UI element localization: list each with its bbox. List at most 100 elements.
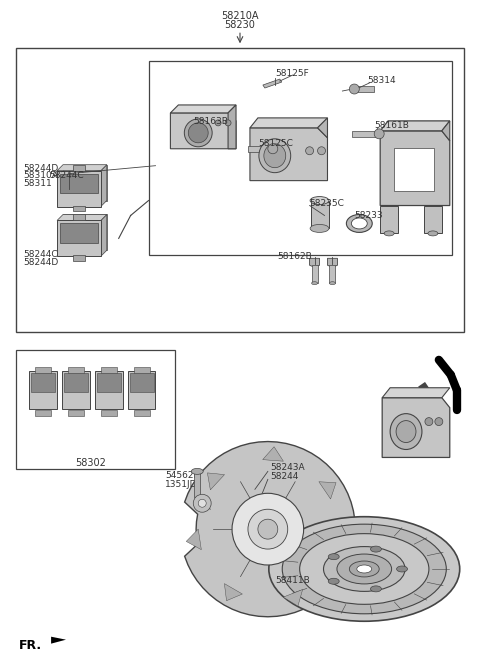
Polygon shape bbox=[194, 471, 200, 497]
Polygon shape bbox=[380, 206, 398, 233]
Polygon shape bbox=[319, 482, 336, 499]
Polygon shape bbox=[248, 146, 273, 152]
Polygon shape bbox=[57, 214, 107, 221]
Polygon shape bbox=[352, 131, 379, 137]
Text: 58125C: 58125C bbox=[258, 139, 293, 148]
Polygon shape bbox=[224, 583, 242, 600]
Circle shape bbox=[349, 84, 360, 94]
Ellipse shape bbox=[371, 546, 382, 552]
Ellipse shape bbox=[428, 231, 438, 236]
Polygon shape bbox=[97, 373, 120, 392]
Ellipse shape bbox=[259, 139, 291, 173]
Polygon shape bbox=[382, 397, 450, 457]
Polygon shape bbox=[68, 410, 84, 416]
Ellipse shape bbox=[357, 565, 372, 573]
Ellipse shape bbox=[351, 218, 367, 229]
Ellipse shape bbox=[188, 123, 208, 143]
Bar bbox=[16, 350, 175, 469]
Ellipse shape bbox=[310, 225, 329, 233]
Ellipse shape bbox=[282, 524, 446, 614]
Ellipse shape bbox=[310, 196, 329, 204]
Polygon shape bbox=[250, 118, 327, 128]
Polygon shape bbox=[327, 258, 337, 267]
Circle shape bbox=[258, 519, 278, 539]
Polygon shape bbox=[382, 388, 450, 397]
Polygon shape bbox=[64, 373, 88, 392]
Circle shape bbox=[215, 120, 221, 126]
Ellipse shape bbox=[264, 144, 286, 168]
Text: 58244C: 58244C bbox=[49, 171, 84, 179]
Polygon shape bbox=[29, 371, 57, 409]
Polygon shape bbox=[73, 214, 85, 221]
Polygon shape bbox=[311, 200, 329, 229]
Text: 58233: 58233 bbox=[354, 210, 383, 219]
Ellipse shape bbox=[328, 578, 339, 584]
Polygon shape bbox=[312, 265, 318, 283]
Circle shape bbox=[435, 418, 443, 426]
Text: 58243A: 58243A bbox=[270, 463, 304, 472]
Circle shape bbox=[318, 147, 325, 155]
Circle shape bbox=[425, 418, 433, 426]
Ellipse shape bbox=[349, 561, 379, 577]
Ellipse shape bbox=[396, 420, 416, 443]
Polygon shape bbox=[35, 367, 51, 373]
Text: 58244C: 58244C bbox=[23, 250, 58, 260]
Text: 58210A: 58210A bbox=[221, 11, 259, 21]
Polygon shape bbox=[128, 371, 156, 409]
Polygon shape bbox=[394, 148, 434, 191]
Polygon shape bbox=[133, 367, 150, 373]
Ellipse shape bbox=[396, 566, 408, 572]
Polygon shape bbox=[63, 165, 107, 200]
Ellipse shape bbox=[328, 554, 339, 560]
Text: 58411B: 58411B bbox=[275, 576, 310, 585]
Circle shape bbox=[374, 129, 384, 139]
Polygon shape bbox=[185, 442, 355, 617]
Polygon shape bbox=[63, 214, 107, 250]
Polygon shape bbox=[101, 367, 117, 373]
Ellipse shape bbox=[300, 533, 429, 604]
Bar bbox=[16, 48, 464, 332]
Text: 1351JD: 1351JD bbox=[166, 480, 198, 489]
Polygon shape bbox=[331, 539, 347, 560]
Polygon shape bbox=[442, 121, 450, 141]
Circle shape bbox=[198, 499, 206, 507]
Polygon shape bbox=[73, 256, 85, 261]
Polygon shape bbox=[283, 589, 302, 606]
Polygon shape bbox=[68, 367, 84, 373]
Polygon shape bbox=[318, 118, 327, 138]
Circle shape bbox=[268, 144, 278, 154]
Polygon shape bbox=[57, 165, 107, 171]
Text: 58302: 58302 bbox=[75, 459, 106, 468]
Text: 58314: 58314 bbox=[367, 76, 396, 85]
Ellipse shape bbox=[269, 516, 460, 622]
Text: 54562D: 54562D bbox=[166, 471, 201, 480]
Polygon shape bbox=[101, 410, 117, 416]
Polygon shape bbox=[51, 637, 66, 644]
Polygon shape bbox=[133, 410, 150, 416]
Polygon shape bbox=[101, 214, 107, 256]
Polygon shape bbox=[380, 121, 450, 131]
Circle shape bbox=[248, 509, 288, 549]
Ellipse shape bbox=[329, 282, 336, 284]
Text: 58230: 58230 bbox=[225, 20, 255, 30]
Text: 58244: 58244 bbox=[270, 472, 298, 482]
Text: 58310A: 58310A bbox=[23, 171, 58, 179]
Ellipse shape bbox=[384, 231, 394, 236]
Text: 58163B: 58163B bbox=[193, 117, 228, 126]
Polygon shape bbox=[73, 206, 85, 212]
Text: 58161B: 58161B bbox=[374, 121, 409, 130]
Polygon shape bbox=[250, 128, 327, 181]
Polygon shape bbox=[263, 79, 282, 88]
Polygon shape bbox=[170, 105, 236, 113]
Polygon shape bbox=[73, 165, 85, 171]
Polygon shape bbox=[60, 223, 98, 243]
Text: 58244D: 58244D bbox=[23, 164, 59, 173]
Circle shape bbox=[225, 120, 231, 126]
Ellipse shape bbox=[390, 414, 422, 449]
Ellipse shape bbox=[347, 214, 372, 233]
Text: 58311: 58311 bbox=[23, 179, 52, 188]
Ellipse shape bbox=[312, 282, 318, 284]
Ellipse shape bbox=[192, 468, 203, 474]
Polygon shape bbox=[57, 171, 101, 206]
Polygon shape bbox=[130, 373, 154, 392]
